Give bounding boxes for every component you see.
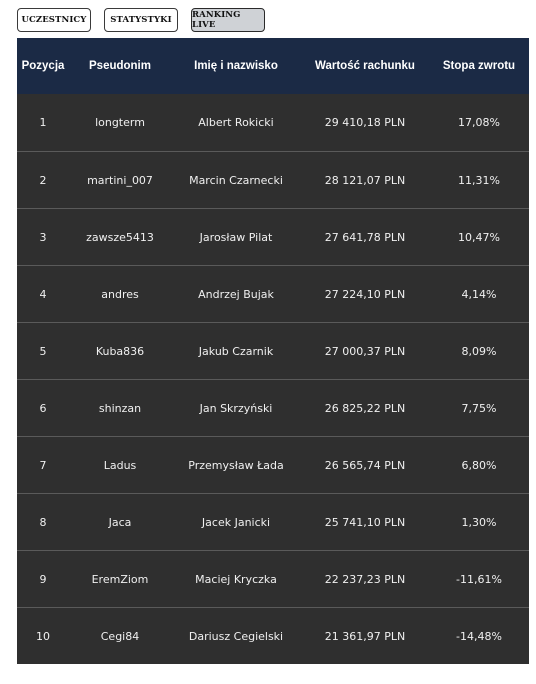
tab-uczestnicy[interactable]: UCZESTNICY	[17, 8, 91, 32]
table-header: Pozycja Pseudonim Imię i nazwisko Wartoś…	[17, 38, 529, 94]
cell-return-rate: 10,47%	[458, 230, 500, 244]
cell-full-name: Dariusz Cegielski	[188, 629, 284, 643]
cell-position: 6	[39, 401, 47, 415]
cell-position: 1	[39, 116, 47, 129]
table-body: 1 longterm Albert Rokicki 29 410,18 PLN 17,0…	[17, 94, 529, 664]
cell-position: 3	[39, 230, 47, 244]
table-row: 2 martini_007 Marcin Czarnecki 28 121,07 PL…	[17, 151, 529, 208]
header-pseudonim: Pseudonim	[89, 60, 151, 72]
tab-bar: UCZESTNICY STATYSTYKI RANKING LIVE	[17, 8, 265, 32]
cell-nickname: Ladus	[103, 458, 137, 472]
cell-position: 8	[39, 515, 47, 529]
cell-position: 10	[36, 629, 50, 643]
cell-full-name: Jakub Czarnik	[198, 344, 274, 358]
cell-full-name: Maciej Kryczka	[195, 572, 277, 586]
header-wartosc-rachunku: Wartość rachunku	[315, 60, 415, 72]
header-imie-nazwisko: Imię i nazwisko	[194, 60, 278, 72]
cell-account-value: 25 741,10 PLN	[324, 515, 406, 529]
cell-return-rate: -14,48%	[456, 629, 502, 643]
cell-nickname: shinzan	[98, 401, 142, 415]
cell-position: 5	[39, 344, 47, 358]
cell-nickname: Jaca	[108, 515, 132, 529]
cell-full-name: Jacek Janicki	[201, 515, 271, 529]
table-row: 3 zawsze5413 Jarosław Pilat 27 641,78 PLN 10…	[17, 208, 529, 265]
table-row: 9 EremZiom Maciej Kryczka 22 237,23 PLN -11,…	[17, 550, 529, 607]
table-row: 6 shinzan Jan Skrzyński 26 825,22 PLN 7,75%	[17, 379, 529, 436]
cell-full-name: Jan Skrzyński	[199, 401, 273, 415]
cell-account-value: 29 410,18 PLN	[324, 116, 406, 129]
cell-account-value: 21 361,97 PLN	[324, 629, 406, 643]
cell-account-value: 27 000,37 PLN	[324, 344, 406, 358]
cell-return-rate: 4,14%	[461, 287, 497, 301]
cell-return-rate: -11,61%	[456, 572, 502, 586]
cell-return-rate: 11,31%	[458, 173, 500, 187]
cell-position: 2	[39, 173, 47, 187]
table-row: 1 longterm Albert Rokicki 29 410,18 PLN 17,0…	[17, 94, 529, 151]
cell-position: 7	[39, 458, 47, 472]
table-row: 10 Cegi84 Dariusz Cegielski 21 361,97 PLN -1…	[17, 607, 529, 664]
tab-statystyki[interactable]: STATYSTYKI	[104, 8, 178, 32]
cell-nickname: longterm	[95, 116, 145, 129]
cell-account-value: 27 224,10 PLN	[324, 287, 406, 301]
cell-nickname: andres	[101, 287, 139, 301]
table-row: 8 Jaca Jacek Janicki 25 741,10 PLN 1,30%	[17, 493, 529, 550]
cell-nickname: Cegi84	[100, 629, 140, 643]
cell-position: 9	[39, 572, 47, 586]
cell-full-name: Marcin Czarnecki	[189, 173, 283, 187]
cell-account-value: 26 825,22 PLN	[324, 401, 406, 415]
cell-nickname: EremZiom	[91, 572, 149, 586]
cell-account-value: 28 121,07 PLN	[324, 173, 406, 187]
cell-account-value: 22 237,23 PLN	[324, 572, 406, 586]
header-pozycja: Pozycja	[21, 60, 65, 72]
cell-position: 4	[39, 287, 47, 301]
cell-full-name: Jarosław Pilat	[199, 230, 273, 244]
cell-return-rate: 1,30%	[461, 515, 497, 529]
cell-nickname: zawsze5413	[86, 230, 154, 244]
cell-nickname: Kuba836	[95, 344, 145, 358]
cell-full-name: Przemysław Łada	[188, 458, 284, 472]
cell-full-name: Andrzej Bujak	[198, 287, 274, 301]
ranking-table: Pozycja Pseudonim Imię i nazwisko Wartoś…	[17, 38, 529, 664]
cell-account-value: 26 565,74 PLN	[324, 458, 406, 472]
cell-return-rate: 8,09%	[461, 344, 497, 358]
cell-nickname: martini_007	[87, 173, 153, 187]
cell-account-value: 27 641,78 PLN	[324, 230, 406, 244]
table-row: 4 andres Andrzej Bujak 27 224,10 PLN 4,14%	[17, 265, 529, 322]
header-stopa-zwrotu: Stopa zwrotu	[442, 60, 516, 72]
table-row: 7 Ladus Przemysław Łada 26 565,74 PLN 6,80%	[17, 436, 529, 493]
cell-return-rate: 7,75%	[461, 401, 497, 415]
table-row: 5 Kuba836 Jakub Czarnik 27 000,37 PLN 8,09%	[17, 322, 529, 379]
cell-full-name: Albert Rokicki	[198, 116, 274, 129]
tab-ranking-live[interactable]: RANKING LIVE	[191, 8, 265, 32]
cell-return-rate: 17,08%	[458, 116, 500, 129]
cell-return-rate: 6,80%	[461, 458, 497, 472]
